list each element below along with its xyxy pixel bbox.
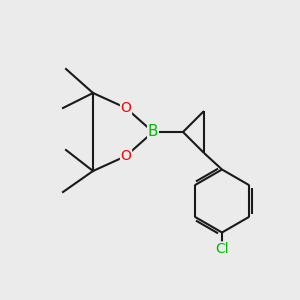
Text: O: O: [121, 149, 131, 163]
Text: O: O: [121, 101, 131, 115]
Text: Cl: Cl: [215, 242, 229, 256]
Text: B: B: [148, 124, 158, 140]
